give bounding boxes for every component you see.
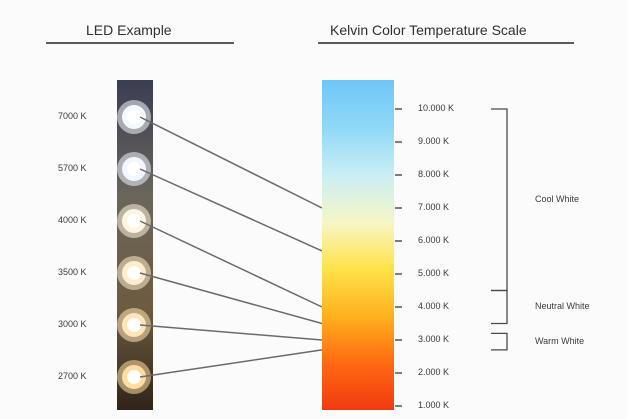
kelvin-scale-title: Kelvin Color Temperature Scale [330, 22, 527, 38]
led-connector-line [139, 349, 323, 378]
led-label: 3500 K [58, 267, 87, 277]
led-core [127, 110, 141, 124]
led-label: 4000 K [58, 215, 87, 225]
scale-tick-label: 4.000 K [418, 301, 450, 311]
scale-tick-label: 10.000 K [418, 103, 455, 113]
led-connector-line [139, 324, 323, 341]
led-connector-line [139, 116, 323, 209]
led-strip [117, 80, 153, 410]
scale-tick-label: 8.000 K [418, 169, 450, 179]
scale-tick-label: 9.000 K [418, 136, 450, 146]
led-core [127, 266, 141, 280]
led-connector-line [139, 168, 323, 252]
scale-tick-label: 7.000 K [418, 202, 450, 212]
led-core [127, 214, 141, 228]
range-label: Warm White [535, 335, 585, 346]
range-label: Neutral White [535, 301, 590, 311]
led-core [127, 370, 141, 384]
led-example-title-underline [46, 42, 234, 44]
led-core [127, 318, 141, 332]
kelvin-color-scale-bar [322, 80, 394, 410]
led-connector-line [139, 272, 323, 325]
scale-tick-label: 3.000 K [418, 334, 450, 344]
scale-tick-label: 1.000 K [418, 400, 450, 410]
led-connector-line [139, 220, 323, 308]
led-label: 7000 K [58, 111, 87, 121]
range-label: Cool White [535, 193, 580, 204]
range-bracket [491, 289, 508, 325]
scale-tick-label: 6.000 K [418, 235, 450, 245]
kelvin-scale-title-underline [318, 42, 574, 44]
scale-tick-label: 2.000 K [418, 367, 450, 377]
led-core [127, 162, 141, 176]
led-label: 3000 K [58, 319, 87, 329]
scale-tick-label: 5.000 K [418, 268, 450, 278]
led-label: 2700 K [58, 371, 87, 381]
range-bracket [491, 108, 508, 292]
led-label: 5700 K [58, 163, 87, 173]
led-example-title: LED Example [86, 22, 172, 38]
range-bracket [491, 332, 508, 351]
